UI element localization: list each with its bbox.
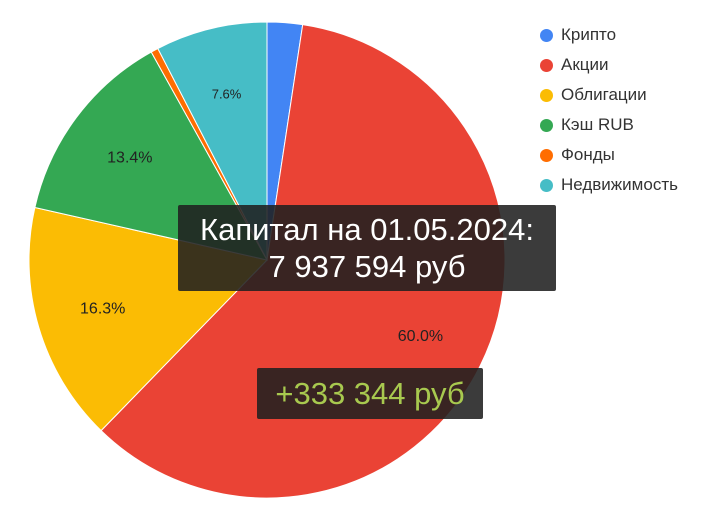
legend-item-stocks[interactable]: Акции bbox=[540, 50, 678, 80]
legend-item-cash-rub[interactable]: Кэш RUB bbox=[540, 110, 678, 140]
legend-label: Облигации bbox=[561, 85, 647, 104]
slice-data-label: 16.3% bbox=[80, 301, 125, 318]
slice-data-label: 60.0% bbox=[398, 328, 443, 345]
capital-value: 7 937 594 руб bbox=[268, 249, 466, 284]
legend-label: Кэш RUB bbox=[561, 115, 634, 134]
slice-data-label: 13.4% bbox=[107, 149, 152, 166]
legend-label: Акции bbox=[561, 55, 609, 74]
legend-item-real-estate[interactable]: Недвижимость bbox=[540, 170, 678, 200]
slice-data-label: 7.6% bbox=[212, 86, 242, 101]
legend-label: Недвижимость bbox=[561, 175, 678, 194]
legend-marker bbox=[540, 118, 553, 132]
legend-marker bbox=[540, 178, 553, 192]
legend-item-funds[interactable]: Фонды bbox=[540, 140, 678, 170]
legend-marker bbox=[540, 58, 553, 72]
legend-item-crypto[interactable]: Крипто bbox=[540, 20, 678, 50]
legend: Крипто Акции Облигации Кэш RUB Фонды Нед… bbox=[540, 20, 678, 200]
legend-item-bonds[interactable]: Облигации bbox=[540, 80, 678, 110]
legend-label: Крипто bbox=[561, 25, 617, 44]
legend-marker bbox=[540, 88, 553, 102]
legend-marker bbox=[540, 28, 553, 42]
legend-label: Фонды bbox=[561, 145, 615, 164]
capital-title: Капитал на 01.05.2024: bbox=[200, 212, 534, 247]
pie-slice-real-estate[interactable] bbox=[157, 21, 268, 261]
legend-marker bbox=[540, 148, 553, 162]
capital-overlay: Капитал на 01.05.2024: 7 937 594 руб bbox=[178, 205, 556, 291]
change-overlay: +333 344 руб bbox=[257, 368, 483, 419]
